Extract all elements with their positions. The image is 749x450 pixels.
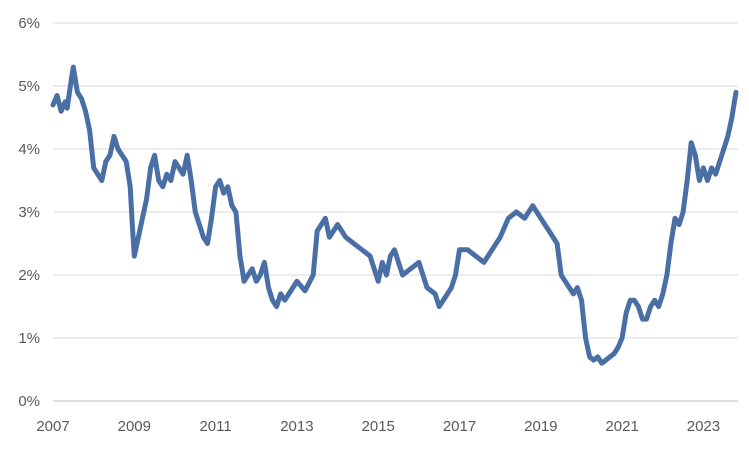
x-tick-label: 2019 bbox=[524, 418, 557, 435]
x-axis: 2007 2009 2011 2013 2015 2017 2019 2021 2023 bbox=[36, 418, 720, 435]
y-axis: 0% 1% 2% 3% 4% 5% 6% bbox=[18, 15, 40, 410]
y-tick-label: 4% bbox=[18, 141, 40, 158]
x-tick-label: 2017 bbox=[443, 418, 476, 435]
x-tick-label: 2009 bbox=[118, 418, 151, 435]
y-tick-label: 5% bbox=[18, 78, 40, 95]
series bbox=[50, 64, 739, 366]
x-tick-label: 2015 bbox=[362, 418, 395, 435]
y-tick-label: 2% bbox=[18, 267, 40, 284]
series-line-0 bbox=[50, 64, 739, 366]
y-tick-label: 3% bbox=[18, 204, 40, 221]
y-tick-label: 6% bbox=[18, 15, 40, 32]
gridlines bbox=[53, 22, 738, 402]
x-tick-label: 2023 bbox=[687, 418, 720, 435]
y-tick-label: 0% bbox=[18, 393, 40, 410]
x-tick-label: 2013 bbox=[280, 418, 313, 435]
x-tick-label: 2021 bbox=[605, 418, 638, 435]
y-tick-label: 1% bbox=[18, 330, 40, 347]
x-tick-label: 2011 bbox=[199, 418, 231, 435]
x-tick-label: 2007 bbox=[36, 418, 69, 435]
